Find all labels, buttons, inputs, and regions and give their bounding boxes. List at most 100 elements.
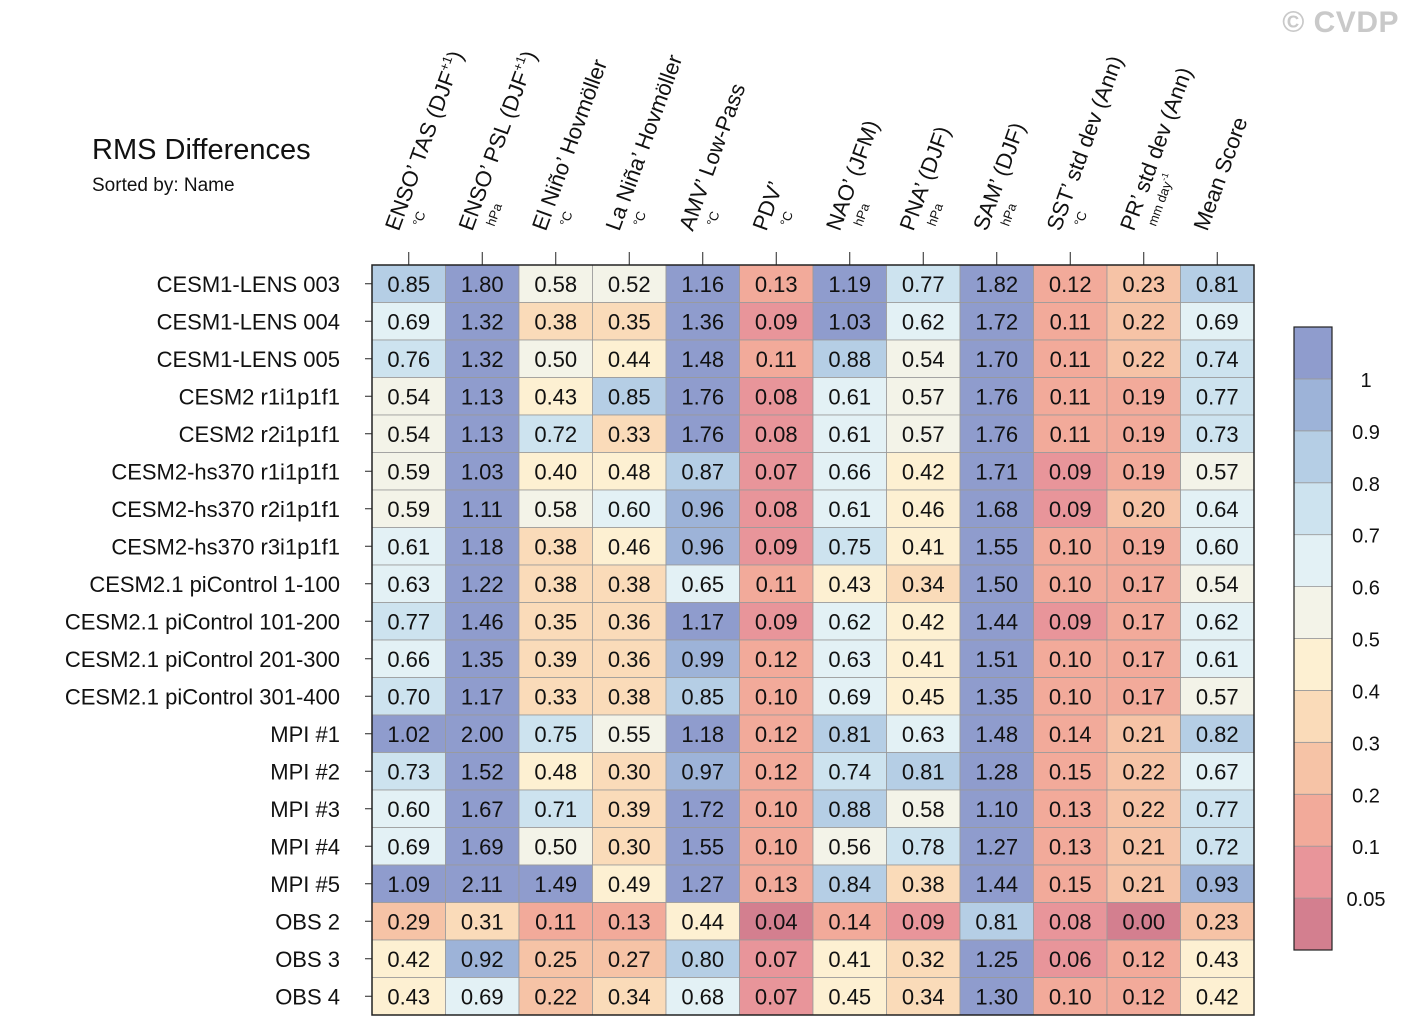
heatmap-cell bbox=[886, 339, 961, 378]
cell-value: 0.46 bbox=[608, 534, 651, 559]
heatmap-cell bbox=[445, 864, 520, 903]
heatmap-cell bbox=[592, 902, 667, 941]
colorbar-segment bbox=[1293, 690, 1333, 743]
cell-value: 0.19 bbox=[1122, 534, 1165, 559]
heatmap-cell bbox=[1180, 414, 1255, 453]
cell-value: 1.67 bbox=[461, 797, 504, 822]
row-label: CESM2 r2i1p1f1 bbox=[179, 422, 340, 447]
cell-value: 1.49 bbox=[534, 872, 577, 897]
cell-value: 0.85 bbox=[681, 684, 724, 709]
cell-value: 1.46 bbox=[461, 609, 504, 634]
cell-value: 0.46 bbox=[902, 497, 945, 522]
heatmap-cell bbox=[739, 902, 814, 941]
row-label: MPI #2 bbox=[270, 759, 340, 784]
cell-value: 0.09 bbox=[755, 534, 798, 559]
heatmap-cells: 0.85 1.80 0.58 0.52 1.16 0.13 1.19 0.77 1.82 0.12… bbox=[371, 264, 1255, 1016]
colorbar-segment bbox=[1293, 534, 1333, 587]
row-label: CESM2-hs370 r2i1p1f1 bbox=[111, 497, 340, 522]
cell-value: 0.61 bbox=[828, 384, 871, 409]
cell-value: 0.50 bbox=[534, 347, 577, 372]
cell-value: 0.54 bbox=[902, 347, 945, 372]
heatmap-cell bbox=[665, 677, 740, 716]
row-label: MPI #4 bbox=[270, 834, 340, 859]
row-label: CESM2-hs370 r3i1p1f1 bbox=[111, 534, 340, 559]
cell-value: 0.38 bbox=[608, 572, 651, 597]
colorbar-segment bbox=[1293, 326, 1333, 380]
heatmap-cell bbox=[959, 677, 1034, 716]
cell-value: 0.11 bbox=[756, 572, 797, 597]
cell-value: 0.34 bbox=[608, 984, 651, 1009]
cell-value: 0.09 bbox=[1049, 609, 1092, 634]
colorbar-tick-label: 0.7 bbox=[1352, 526, 1380, 548]
cell-value: 1.09 bbox=[387, 872, 430, 897]
cell-value: 0.27 bbox=[608, 947, 651, 972]
heatmap-cell bbox=[959, 789, 1034, 828]
cell-value: 0.73 bbox=[1196, 422, 1239, 447]
cell-value: 0.31 bbox=[461, 909, 504, 934]
heatmap-cell bbox=[1033, 677, 1108, 716]
chart-title: RMS Differences bbox=[92, 134, 311, 166]
heatmap-cell bbox=[959, 414, 1034, 453]
cell-value: 0.00 bbox=[1122, 909, 1165, 934]
cell-value: 1.13 bbox=[461, 422, 504, 447]
heatmap-cell bbox=[371, 677, 446, 716]
cell-value: 0.12 bbox=[1122, 947, 1165, 972]
cell-value: 0.35 bbox=[534, 609, 577, 634]
cell-value: 0.71 bbox=[534, 797, 577, 822]
cell-value: 0.30 bbox=[608, 834, 651, 859]
row-label: OBS 4 bbox=[275, 984, 340, 1009]
cell-value: 0.60 bbox=[1196, 534, 1239, 559]
heatmap-cell bbox=[739, 714, 814, 753]
cell-value: 1.51 bbox=[975, 647, 1018, 672]
cell-value: 1.69 bbox=[461, 834, 504, 859]
cell-value: 1.70 bbox=[975, 347, 1018, 372]
colorbar-tick-label: 1 bbox=[1360, 370, 1371, 392]
cell-value: 1.19 bbox=[828, 272, 871, 297]
heatmap-cell bbox=[1106, 677, 1181, 716]
cell-value: 1.03 bbox=[828, 309, 871, 334]
cell-value: 0.10 bbox=[1049, 534, 1092, 559]
cell-value: 0.10 bbox=[1049, 984, 1092, 1009]
column-label: La Niña’ Hovmöller bbox=[600, 51, 687, 233]
cell-value: 0.23 bbox=[1122, 272, 1165, 297]
heatmap-cell bbox=[812, 527, 887, 566]
cell-value: 2.11 bbox=[462, 872, 503, 897]
heatmap-cell bbox=[886, 789, 961, 828]
cell-value: 0.56 bbox=[828, 834, 871, 859]
heatmap-cell bbox=[1180, 752, 1255, 791]
cell-value: 1.18 bbox=[461, 534, 504, 559]
cell-value: 0.44 bbox=[608, 347, 651, 372]
heatmap-cell bbox=[959, 752, 1034, 791]
heatmap-cell bbox=[445, 452, 520, 491]
cell-value: 0.08 bbox=[755, 497, 798, 522]
row-label: CESM1-LENS 003 bbox=[157, 272, 340, 297]
cell-value: 0.57 bbox=[1196, 684, 1239, 709]
heatmap-cell bbox=[1033, 302, 1108, 341]
cell-value: 0.22 bbox=[1122, 759, 1165, 784]
heatmap-cell bbox=[592, 639, 667, 678]
cell-value: 0.66 bbox=[387, 647, 430, 672]
heatmap-cell bbox=[592, 602, 667, 641]
cell-value: 1.48 bbox=[975, 722, 1018, 747]
cell-value: 0.44 bbox=[681, 909, 724, 934]
cell-value: 0.41 bbox=[902, 534, 945, 559]
cell-value: 0.49 bbox=[608, 872, 651, 897]
heatmap-cell bbox=[1180, 602, 1255, 641]
heatmap-cell bbox=[518, 302, 593, 341]
cell-value: 0.17 bbox=[1122, 647, 1165, 672]
cell-value: 0.08 bbox=[755, 384, 798, 409]
heatmap-cell bbox=[445, 677, 520, 716]
heatmap-cell bbox=[812, 864, 887, 903]
cell-value: 0.77 bbox=[387, 609, 430, 634]
cell-value: 0.61 bbox=[387, 534, 430, 559]
column-unit: °C bbox=[1071, 209, 1090, 228]
cell-value: 0.38 bbox=[902, 872, 945, 897]
cell-value: 0.74 bbox=[828, 759, 871, 784]
cell-value: 1.68 bbox=[975, 497, 1018, 522]
heatmap-cell bbox=[1106, 339, 1181, 378]
heatmap-cell bbox=[518, 377, 593, 416]
cell-value: 0.19 bbox=[1122, 422, 1165, 447]
cell-value: 1.30 bbox=[975, 984, 1018, 1009]
heatmap-cell bbox=[959, 977, 1034, 1016]
row-label: CESM1-LENS 005 bbox=[157, 347, 340, 372]
